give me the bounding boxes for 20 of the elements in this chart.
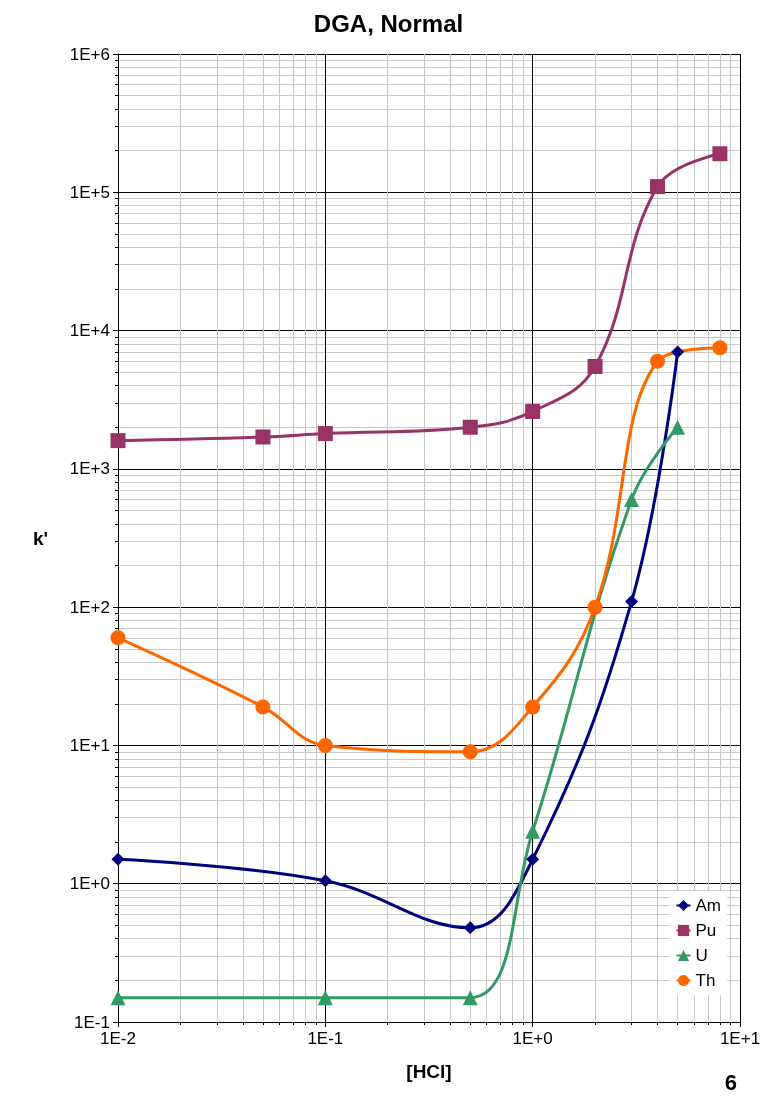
- chart-title: DGA, Normal: [313, 9, 464, 37]
- legend-label: U: [695, 946, 708, 965]
- y-tick-label: 1E+5: [69, 182, 110, 202]
- y-tick-label: 1E-1: [74, 1012, 110, 1032]
- y-axis-title: k': [32, 527, 48, 549]
- legend-label: Am: [695, 896, 721, 915]
- text: 6: [724, 1070, 737, 1096]
- y-tick-label: 1E+6: [69, 44, 110, 64]
- y-tick-label: 1E+0: [69, 874, 110, 894]
- x-tick-label: 1E-1: [307, 1029, 344, 1048]
- y-tick-label: 1E+2: [69, 597, 110, 617]
- x-axis-title: [HCl]: [406, 1061, 452, 1082]
- legend-label: Pu: [695, 921, 717, 940]
- x-tick-label: 1E+1: [719, 1029, 761, 1048]
- y-tick-label: 1E+3: [69, 459, 110, 479]
- y-tick-label: 1E+1: [69, 735, 110, 755]
- x-tick-label: 1E-2: [100, 1029, 136, 1048]
- y-tick-label: 1E+4: [69, 321, 110, 341]
- legend-label: Th: [695, 971, 716, 990]
- x-tick-label: 1E+0: [512, 1029, 553, 1048]
